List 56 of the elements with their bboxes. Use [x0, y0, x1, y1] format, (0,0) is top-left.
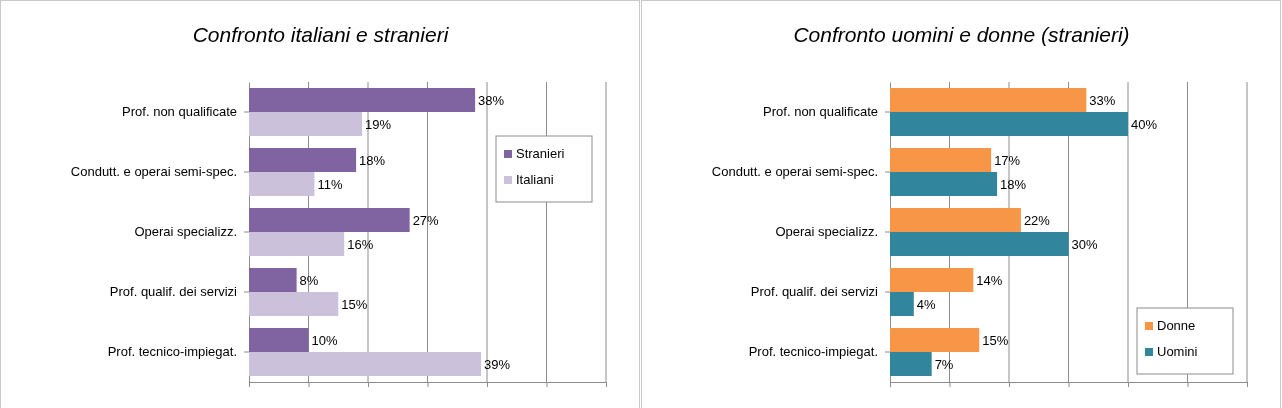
legend-label: Stranieri: [516, 146, 565, 161]
y-tick-label: Operai specializz.: [775, 224, 878, 240]
bar: [890, 328, 980, 352]
bar: [890, 88, 1087, 112]
data-label: 33%: [1089, 93, 1116, 108]
data-label: 39%: [484, 357, 511, 372]
data-label: 40%: [1131, 117, 1158, 132]
bar: [249, 268, 297, 292]
bar: [890, 208, 1021, 232]
bar: [890, 268, 974, 292]
bar: [890, 172, 998, 196]
data-label: 27%: [412, 213, 440, 228]
data-label: 4%: [916, 297, 937, 312]
bar: [890, 148, 992, 172]
y-tick-label: Prof. tecnico-impiegat.: [748, 344, 878, 360]
bar: [249, 232, 345, 256]
bar: [249, 172, 315, 196]
data-label: 19%: [365, 117, 392, 132]
data-label: 8%: [299, 273, 319, 288]
data-label: 15%: [341, 297, 368, 312]
y-tick-label: Condutt. e operai semi-spec.: [70, 164, 237, 180]
bar: [249, 148, 357, 172]
data-label: 38%: [478, 93, 505, 108]
bar: [249, 112, 363, 136]
y-tick-label: Condutt. e operai semi-spec.: [711, 164, 878, 180]
data-label: 14%: [976, 273, 1003, 288]
legend-label: Uomini: [1157, 344, 1198, 359]
bar: [249, 328, 309, 352]
bar: [249, 352, 482, 376]
y-tick-label: Prof. tecnico-impiegat.: [107, 344, 237, 360]
y-tick-label: Prof. non qualificate: [122, 104, 237, 120]
bar: [890, 112, 1128, 136]
data-label: 10%: [311, 333, 338, 348]
data-label: 30%: [1071, 237, 1098, 252]
chart-title: Confronto uomini e donne (stranieri): [793, 23, 1130, 46]
bar: [249, 208, 410, 232]
bar: [890, 232, 1069, 256]
y-tick-label: Prof. qualif. dei servizi: [750, 284, 879, 300]
data-label: 11%: [317, 177, 343, 192]
data-label: 22%: [1023, 213, 1051, 228]
legend-label: Italiani: [516, 172, 554, 187]
data-label: 15%: [982, 333, 1009, 348]
y-tick-label: Prof. qualif. dei servizi: [109, 284, 238, 300]
bar: [890, 352, 932, 376]
bar: [249, 292, 339, 316]
data-label: 18%: [359, 153, 386, 168]
bar: [890, 292, 914, 316]
data-label: 7%: [934, 357, 954, 372]
bar: [249, 88, 476, 112]
legend-label: Donne: [1157, 318, 1196, 333]
chart-title: Confronto italiani e stranieri: [192, 23, 450, 46]
y-tick-label: Prof. non qualificate: [763, 104, 878, 120]
data-label: 17%: [994, 153, 1021, 168]
data-label: 16%: [347, 237, 374, 252]
y-tick-label: Operai specializz.: [134, 224, 237, 240]
data-label: 18%: [1000, 177, 1027, 192]
